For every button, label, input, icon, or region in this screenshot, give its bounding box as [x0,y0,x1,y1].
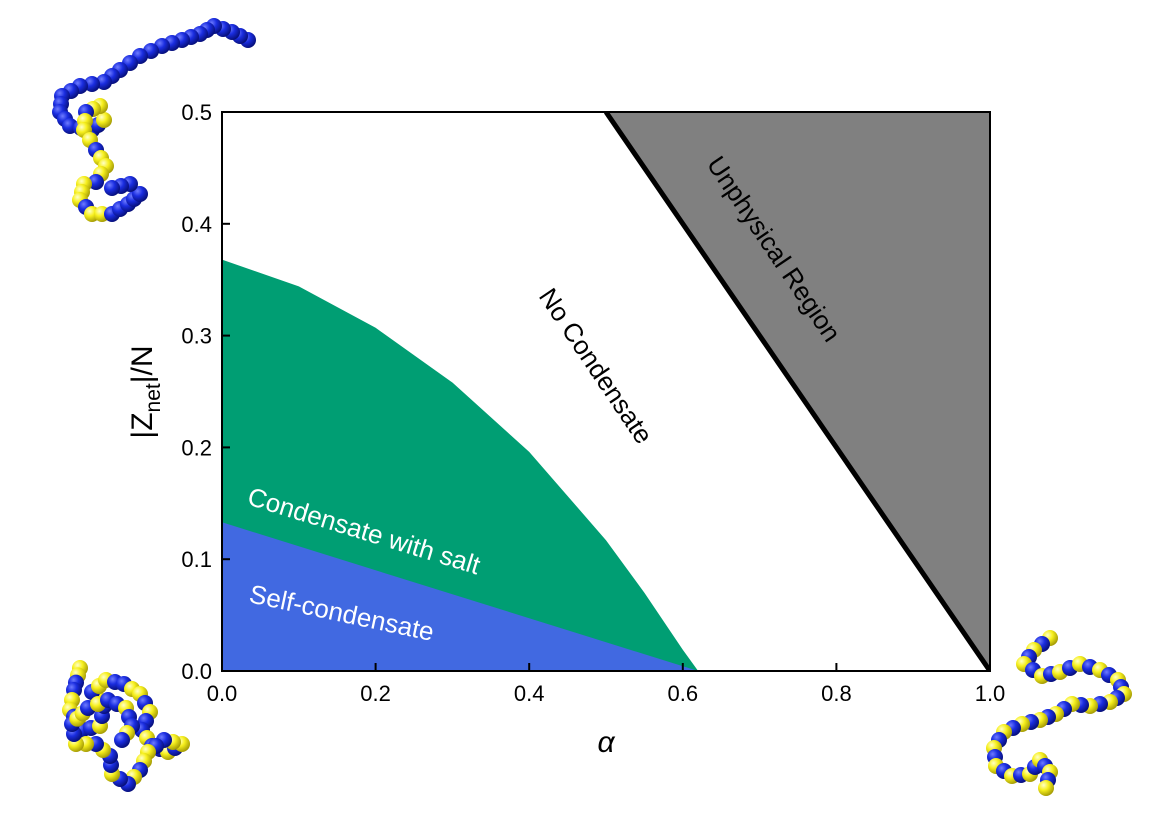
x-tick-label: 0.8 [821,681,852,706]
yellow-bead [1038,780,1054,796]
x-tick-label: 0.4 [514,681,545,706]
polymer-chain-blocky-icon [52,18,256,222]
polymer-chain-collapsed-icon [62,660,190,792]
blue-bead [88,174,104,190]
polymer-chain-alternating-icon [986,630,1132,796]
blue-bead [104,180,120,196]
blue-bead [84,76,100,92]
axis-ticks: 0.0 0.2 0.4 0.6 0.8 1.0 0.0 0.1 0.2 0.3 0.4 0.5 [181,100,1005,706]
y-axis-label: |Znet|/N [126,345,165,438]
x-tick-label: 0.6 [668,681,699,706]
blue-bead [114,732,130,748]
y-tick-label: 0.0 [181,659,212,684]
y-tick-label: 0.1 [181,547,212,572]
plot-area [222,112,990,671]
blue-bead [96,74,112,90]
blue-bead [132,186,148,202]
yellow-bead [96,112,112,128]
y-tick-label: 0.3 [181,324,212,349]
y-tick-label: 0.5 [181,100,212,125]
x-tick-label: 0.2 [360,681,391,706]
x-axis-label: α [597,726,615,759]
y-tick-label: 0.2 [181,435,212,460]
x-tick-label: 0.0 [207,681,238,706]
y-tick-label: 0.4 [181,212,212,237]
x-tick-label: 1.0 [975,681,1006,706]
plot-frame [221,111,991,672]
unphysical-boundary-line [603,112,990,671]
region-self-condensate [222,522,699,671]
